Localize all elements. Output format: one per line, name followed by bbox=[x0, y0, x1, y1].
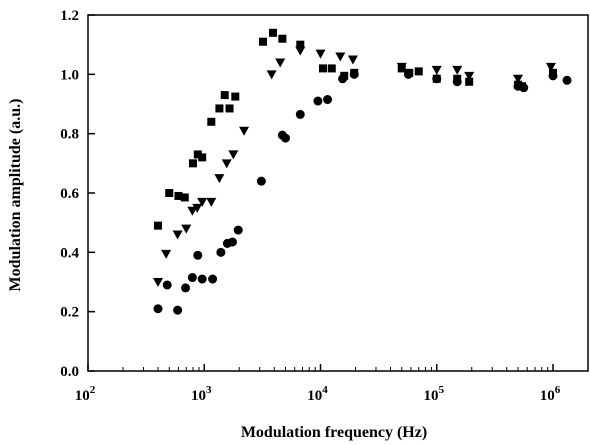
circle-marker bbox=[281, 133, 291, 143]
circle-marker bbox=[208, 274, 218, 284]
square-marker bbox=[414, 67, 423, 76]
circle-marker bbox=[181, 283, 191, 293]
square-marker bbox=[153, 221, 162, 230]
x-tick-label: 104 bbox=[307, 384, 328, 404]
plot-border bbox=[87, 14, 589, 372]
circle-marker bbox=[519, 83, 529, 93]
y-tick-label: 0.4 bbox=[60, 245, 79, 261]
square-marker bbox=[231, 92, 240, 101]
square-marker bbox=[207, 117, 216, 126]
circle-marker bbox=[256, 176, 266, 186]
triangle-marker bbox=[545, 62, 556, 72]
circle-marker bbox=[173, 305, 183, 315]
y-tick-label: 0.0 bbox=[60, 364, 79, 380]
y-axis: 0.0 0.2 0.4 0.6 0.8 1.0 1.2 bbox=[60, 8, 95, 380]
y-tick-label: 0.8 bbox=[60, 127, 79, 143]
triangle-marker bbox=[152, 278, 163, 287]
circle-marker bbox=[313, 96, 323, 106]
circle-marker bbox=[216, 247, 226, 257]
square-marker bbox=[327, 64, 336, 73]
circle-marker bbox=[295, 109, 305, 119]
circle-marker bbox=[548, 71, 558, 81]
circle-marker bbox=[162, 280, 172, 290]
square-marker bbox=[258, 37, 267, 46]
square-marker bbox=[188, 159, 197, 168]
triangle-marker bbox=[197, 197, 208, 207]
triangle-marker bbox=[347, 55, 358, 65]
circle-marker bbox=[432, 74, 442, 84]
circle-marker bbox=[349, 69, 359, 79]
triangle-marker bbox=[464, 71, 475, 81]
triangle-marker bbox=[161, 249, 172, 259]
circle-marker bbox=[228, 237, 238, 247]
triangle-marker bbox=[335, 52, 346, 62]
x-tick-label: 105 bbox=[424, 384, 445, 404]
circle-marker bbox=[403, 69, 413, 79]
square-marker bbox=[180, 193, 189, 202]
triangle-marker bbox=[275, 58, 286, 68]
triangle-marker bbox=[214, 174, 225, 184]
plot-frame bbox=[87, 14, 589, 372]
x-tick-label: 106 bbox=[540, 384, 561, 404]
triangle-marker bbox=[396, 62, 407, 72]
triangle-marker bbox=[513, 74, 524, 84]
x-tick-label: 103 bbox=[191, 384, 212, 404]
x-tick-label: 102 bbox=[75, 384, 96, 404]
circle-marker bbox=[187, 273, 197, 283]
y-tick-label: 1.2 bbox=[60, 8, 79, 24]
y-tick-label: 1.0 bbox=[60, 67, 79, 83]
y-axis-title: Modulation amplitude (a.u.) bbox=[7, 99, 24, 292]
triangle-marker bbox=[172, 230, 183, 240]
triangle-marker bbox=[452, 65, 463, 75]
square-marker bbox=[215, 104, 224, 113]
circle-marker bbox=[153, 304, 163, 314]
triangle-marker bbox=[431, 65, 442, 75]
x-axis: 102 103 104 105 106 bbox=[75, 364, 589, 404]
square-marker bbox=[165, 189, 174, 197]
square-marker bbox=[225, 104, 234, 113]
triangle-marker bbox=[295, 46, 306, 56]
circle-marker bbox=[338, 74, 348, 84]
triangle-marker bbox=[315, 49, 326, 59]
triangle-marker bbox=[206, 197, 217, 207]
circle-marker bbox=[197, 274, 207, 284]
circle-marker bbox=[193, 250, 203, 260]
circle-marker bbox=[323, 95, 333, 105]
triangle-marker bbox=[187, 206, 198, 216]
square-marker bbox=[220, 91, 229, 100]
triangle-marker bbox=[192, 203, 203, 213]
square-marker bbox=[268, 28, 277, 37]
square-marker bbox=[193, 150, 202, 159]
square-marker bbox=[278, 34, 287, 43]
square-marker bbox=[174, 191, 183, 200]
circle-marker bbox=[233, 225, 243, 235]
square-marker bbox=[198, 153, 207, 162]
triangle-marker bbox=[239, 126, 250, 136]
y-tick-label: 0.2 bbox=[60, 305, 79, 321]
triangle-marker bbox=[181, 224, 192, 234]
square-marker bbox=[318, 64, 327, 73]
triangle-marker bbox=[228, 150, 239, 160]
x-axis-title: Modulation frequency (Hz) bbox=[241, 424, 427, 441]
circle-marker bbox=[562, 75, 572, 85]
y-tick-label: 0.6 bbox=[60, 186, 79, 202]
triangle-marker bbox=[266, 70, 277, 80]
triangle-marker bbox=[221, 159, 232, 169]
data-markers bbox=[152, 28, 572, 315]
square-marker bbox=[465, 77, 474, 86]
square-marker bbox=[296, 40, 305, 49]
circle-marker bbox=[452, 77, 462, 87]
